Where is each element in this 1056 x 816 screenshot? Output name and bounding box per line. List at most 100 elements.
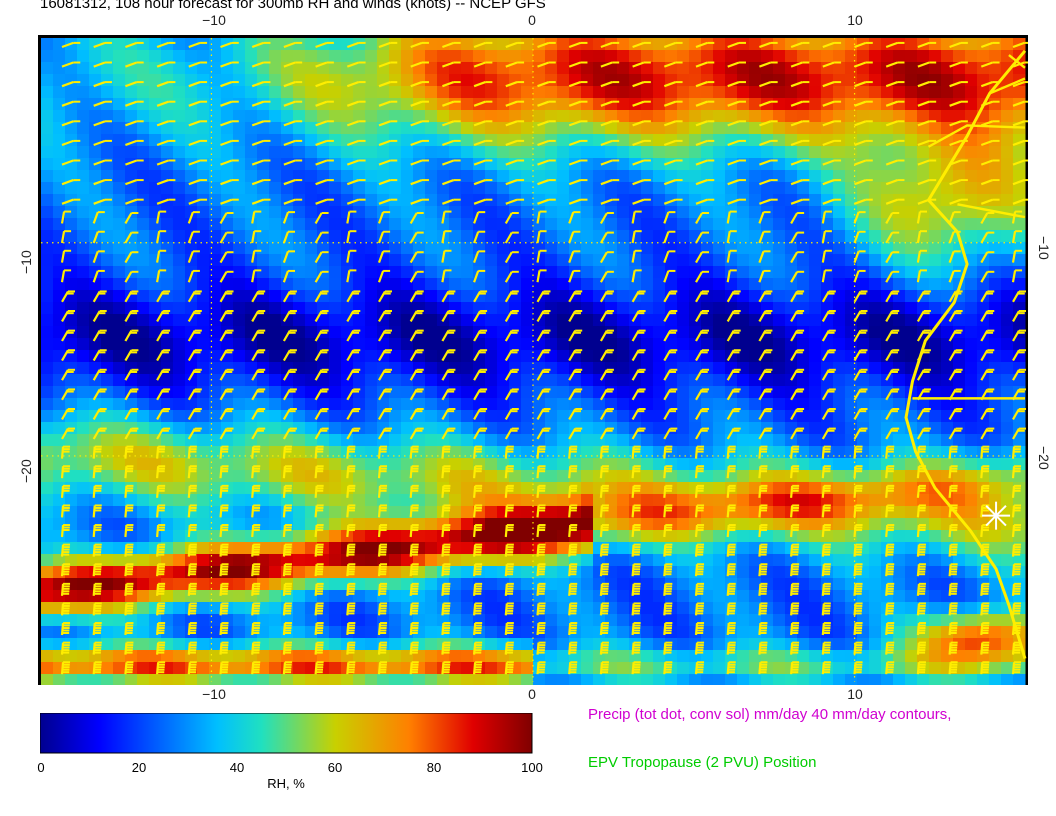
rh-cell [989, 110, 1002, 123]
rh-cell [557, 134, 570, 147]
rh-cell [113, 650, 126, 663]
rh-cell [137, 110, 150, 123]
rh-cell [77, 74, 90, 87]
rh-cell [713, 506, 726, 519]
rh-cell [173, 506, 186, 519]
rh-cell [881, 86, 894, 99]
rh-cell [641, 398, 654, 411]
rh-cell [329, 62, 342, 75]
rh-cell [305, 326, 318, 339]
rh-cell [581, 506, 594, 519]
rh-cell [329, 278, 342, 291]
rh-cell [869, 146, 882, 159]
rh-cell [41, 158, 54, 171]
rh-cell [197, 338, 210, 351]
rh-cell [389, 626, 402, 639]
rh-cell [41, 518, 54, 531]
rh-cell [653, 578, 666, 591]
rh-cell [401, 122, 414, 135]
rh-cell [617, 374, 630, 387]
rh-cell [461, 122, 474, 135]
rh-cell [137, 638, 150, 651]
rh-cell [881, 50, 894, 63]
rh-cell [965, 446, 978, 459]
rh-cell [821, 86, 834, 99]
rh-cell [53, 170, 66, 183]
rh-cell [713, 38, 726, 51]
rh-cell [785, 206, 798, 219]
rh-cell [917, 146, 930, 159]
rh-cell [245, 50, 258, 63]
rh-cell [425, 578, 438, 591]
rh-cell [677, 542, 690, 555]
rh-cell [389, 326, 402, 339]
rh-cell [737, 614, 750, 627]
rh-cell [293, 518, 306, 531]
rh-cell [41, 290, 54, 303]
rh-cell [641, 662, 654, 675]
rh-cell [461, 458, 474, 471]
rh-cell [773, 338, 786, 351]
rh-cell [893, 470, 906, 483]
rh-cell [833, 674, 846, 685]
rh-cell [677, 266, 690, 279]
rh-cell [197, 458, 210, 471]
rh-cell [965, 278, 978, 291]
rh-cell [521, 362, 534, 375]
rh-cell [941, 50, 954, 63]
rh-cell [341, 170, 354, 183]
rh-cell [701, 374, 714, 387]
rh-cell [1001, 458, 1014, 471]
rh-cell [521, 554, 534, 567]
rh-cell [521, 386, 534, 399]
rh-cell [749, 374, 762, 387]
rh-cell [893, 50, 906, 63]
rh-cell [281, 218, 294, 231]
rh-cell [485, 122, 498, 135]
rh-cell [533, 530, 546, 543]
rh-cell [185, 338, 198, 351]
rh-cell [749, 218, 762, 231]
rh-cell [77, 62, 90, 75]
rh-cell [437, 218, 450, 231]
rh-cell [269, 614, 282, 627]
rh-cell [233, 542, 246, 555]
rh-cell [389, 38, 402, 51]
rh-cell [1013, 146, 1026, 159]
rh-cell [65, 86, 78, 99]
rh-cell [701, 674, 714, 685]
rh-cell [197, 266, 210, 279]
rh-cell [77, 302, 90, 315]
rh-cell [929, 230, 942, 243]
rh-cell [377, 146, 390, 159]
rh-cell [881, 674, 894, 685]
rh-cell [365, 398, 378, 411]
rh-cell [869, 578, 882, 591]
rh-cell [941, 530, 954, 543]
rh-cell [581, 266, 594, 279]
rh-cell [929, 290, 942, 303]
rh-cell [485, 302, 498, 315]
rh-cell [281, 146, 294, 159]
rh-cell [137, 350, 150, 363]
rh-cell [833, 122, 846, 135]
rh-cell [269, 158, 282, 171]
rh-cell [365, 614, 378, 627]
rh-cell [305, 170, 318, 183]
rh-cell [713, 158, 726, 171]
rh-cell [341, 86, 354, 99]
rh-cell [113, 170, 126, 183]
rh-cell [293, 146, 306, 159]
rh-cell [557, 554, 570, 567]
rh-cell [41, 386, 54, 399]
rh-cell [161, 242, 174, 255]
rh-cell [869, 410, 882, 423]
rh-cell [197, 398, 210, 411]
rh-cell [485, 590, 498, 603]
rh-cell [533, 398, 546, 411]
rh-cell [737, 122, 750, 135]
rh-cell [329, 530, 342, 543]
rh-cell [101, 278, 114, 291]
rh-cell [209, 182, 222, 195]
rh-cell [281, 374, 294, 387]
